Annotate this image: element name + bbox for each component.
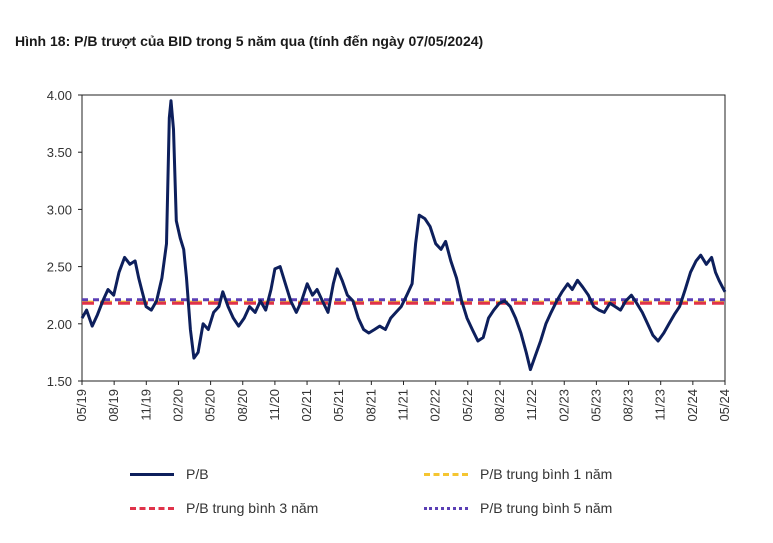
y-tick-label: 4.00 bbox=[47, 88, 72, 103]
plot-frame bbox=[81, 94, 726, 382]
series-layer bbox=[80, 99, 727, 372]
y-tick-label: 3.50 bbox=[47, 145, 72, 160]
x-axis: 05/19 08/19 11/19 02/20 05/20 08/20 11/20 02/21… bbox=[74, 381, 732, 422]
pb-series-line bbox=[80, 99, 727, 372]
y-tick-label: 2.00 bbox=[47, 317, 72, 332]
x-tick-label: 08/20 bbox=[235, 389, 250, 422]
y-tick-label: 3.00 bbox=[47, 202, 72, 217]
x-tick-label: 05/22 bbox=[460, 389, 475, 422]
x-tick-label: 05/20 bbox=[203, 389, 218, 422]
x-tick-label: 02/22 bbox=[428, 389, 443, 422]
x-tick-label: 02/23 bbox=[556, 389, 571, 422]
x-tick-label: 05/23 bbox=[588, 389, 603, 422]
x-tick-label: 02/20 bbox=[170, 389, 185, 422]
y-axis: 1.50 2.00 2.50 3.00 3.50 4.00 bbox=[47, 88, 82, 389]
x-tick-label: 02/24 bbox=[685, 389, 700, 422]
x-tick-label: 05/24 bbox=[717, 389, 732, 422]
x-tick-label: 08/19 bbox=[106, 389, 121, 422]
x-tick-label: 05/21 bbox=[331, 389, 346, 422]
y-tick-label: 1.50 bbox=[47, 374, 72, 389]
chart-title: Hình 18: P/B trượt của BID trong 5 năm q… bbox=[15, 33, 484, 49]
y-tick-label: 2.50 bbox=[47, 260, 72, 275]
x-tick-label: 11/23 bbox=[653, 389, 668, 421]
x-tick-label: 11/22 bbox=[524, 389, 539, 421]
x-tick-label: 08/21 bbox=[363, 389, 378, 422]
x-tick-label: 11/21 bbox=[396, 389, 411, 421]
x-tick-label: 08/23 bbox=[621, 389, 636, 422]
x-tick-label: 02/21 bbox=[299, 389, 314, 422]
x-tick-label: 11/19 bbox=[138, 389, 153, 421]
x-tick-label: 08/22 bbox=[492, 389, 507, 422]
plot-area bbox=[81, 94, 726, 382]
x-tick-label: 11/20 bbox=[267, 389, 282, 421]
x-tick-label: 05/19 bbox=[74, 389, 89, 422]
